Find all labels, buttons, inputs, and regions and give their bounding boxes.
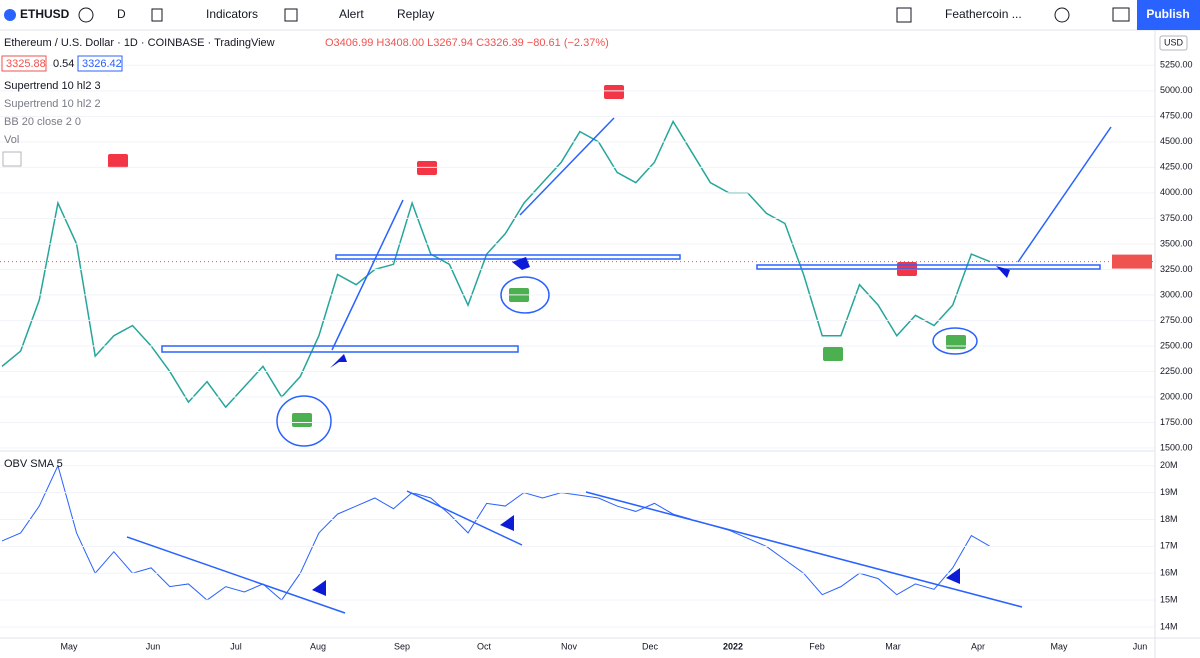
- ask: 3326.42: [82, 58, 122, 70]
- indicators[interactable]: Indicators: [206, 7, 258, 21]
- trend-arrow: [1017, 126, 1112, 263]
- time-label: Sep: [394, 641, 410, 651]
- settings[interactable]: [1054, 7, 1070, 23]
- y-tick-label: 4750.00: [1160, 111, 1193, 121]
- y-tick-label: 3750.00: [1160, 213, 1193, 223]
- study: Supertrend 10 hl2 2: [4, 98, 101, 110]
- time-label: Mar: [885, 641, 901, 651]
- layout[interactable]: Feathercoin ...: [945, 7, 1022, 21]
- y-tick-label: 2000.00: [1160, 391, 1193, 401]
- currency[interactable]: USD: [1164, 37, 1184, 47]
- arrow: [312, 580, 326, 596]
- arrows: [312, 257, 1010, 596]
- y-tick-label: 2250.00: [1160, 366, 1193, 376]
- signal-badge: [946, 335, 966, 349]
- signal-badge: [292, 413, 312, 427]
- zone: [335, 254, 681, 260]
- spread: 0.54: [53, 58, 74, 70]
- templates[interactable]: [284, 8, 298, 22]
- arrow: [512, 257, 530, 270]
- time-label: May: [1050, 641, 1068, 651]
- signal-badge: [823, 347, 843, 361]
- obv-tick-label: 20M: [1160, 460, 1178, 470]
- bid: 3325.88: [6, 58, 46, 70]
- bid-box: [1, 55, 47, 72]
- time-label: Jun: [1133, 641, 1148, 651]
- obv-line: [1, 464, 991, 601]
- time-label: Dec: [642, 641, 659, 651]
- obv-tick-label: 16M: [1160, 568, 1178, 578]
- time-label: Aug: [310, 641, 326, 651]
- y-tick-label: 4500.00: [1160, 136, 1193, 146]
- trend-arrow: [331, 199, 404, 351]
- zone: [756, 264, 1101, 270]
- time-label: May: [60, 641, 78, 651]
- study: BB 20 close 2 0: [4, 116, 81, 128]
- add-symbol[interactable]: [78, 7, 94, 23]
- toolbar: [0, 0, 1200, 30]
- y-tick-label: 1500.00: [1160, 442, 1193, 452]
- y-tick-label: 2500.00: [1160, 340, 1193, 350]
- signal-badge: [108, 154, 128, 168]
- symbol-icon: [4, 9, 16, 21]
- arrow: [996, 266, 1010, 278]
- obv-trend: [585, 491, 1023, 608]
- obv-legend: OBV SMA 5: [4, 458, 63, 470]
- time-label: Nov: [561, 641, 578, 651]
- y-tick-label: 1750.00: [1160, 417, 1193, 427]
- interval[interactable]: D: [117, 7, 126, 21]
- circle: [932, 327, 978, 355]
- y-tick-label: 3250.00: [1160, 264, 1193, 274]
- alert[interactable]: Alert: [339, 7, 364, 21]
- obv-tick-label: 18M: [1160, 514, 1178, 524]
- time-label: 2022: [723, 641, 743, 651]
- circle: [276, 395, 332, 447]
- arrow: [946, 568, 960, 584]
- legend-title: Ethereum / U.S. Dollar · 1D · COINBASE ·…: [4, 37, 275, 49]
- publish-button[interactable]: [1137, 0, 1200, 30]
- publish-label[interactable]: Publish: [1146, 7, 1189, 21]
- camera[interactable]: [1112, 7, 1130, 22]
- signal-badge: [417, 161, 437, 175]
- time-label: Oct: [477, 641, 492, 651]
- study: Supertrend 10 hl2 3: [4, 80, 101, 92]
- legend-ohlc: O3406.99 H3408.00 L3267.94 C3326.39 −80.…: [325, 37, 609, 49]
- y-tick-label: 2750.00: [1160, 315, 1193, 325]
- y-tick-label: 5250.00: [1160, 60, 1193, 70]
- obv-tick-label: 19M: [1160, 487, 1178, 497]
- time-label: Jun: [146, 641, 161, 651]
- symbol[interactable]: ETHUSD: [20, 7, 70, 21]
- study: Vol: [4, 134, 19, 146]
- arrow: [330, 354, 347, 368]
- obv-tick-label: 17M: [1160, 541, 1178, 551]
- obv-trend: [406, 490, 523, 546]
- chart-type[interactable]: [151, 8, 163, 22]
- currency-box[interactable]: [1159, 35, 1188, 51]
- y-tick-label: 3000.00: [1160, 289, 1193, 299]
- obv-tick-label: 15M: [1160, 594, 1178, 604]
- y-tick-label: 3500.00: [1160, 238, 1193, 248]
- obv-trend: [126, 536, 346, 614]
- circle: [500, 276, 550, 314]
- y-tick-label: 5000.00: [1160, 85, 1193, 95]
- y-tick-label: 4250.00: [1160, 162, 1193, 172]
- y-tick-label: 4000.00: [1160, 187, 1193, 197]
- ask-box: [77, 55, 123, 72]
- time-label: Jul: [230, 641, 242, 651]
- collapse-legend[interactable]: [2, 151, 22, 167]
- snapshot-box[interactable]: [896, 7, 912, 23]
- time-label: Apr: [971, 641, 985, 651]
- obv-tick-label: 14M: [1160, 621, 1178, 631]
- arrow: [500, 515, 514, 531]
- signal-badge: [604, 85, 624, 99]
- replay[interactable]: Replay: [397, 7, 434, 21]
- time-label: Feb: [809, 641, 825, 651]
- zone: [161, 345, 519, 353]
- trend-arrow: [519, 117, 615, 216]
